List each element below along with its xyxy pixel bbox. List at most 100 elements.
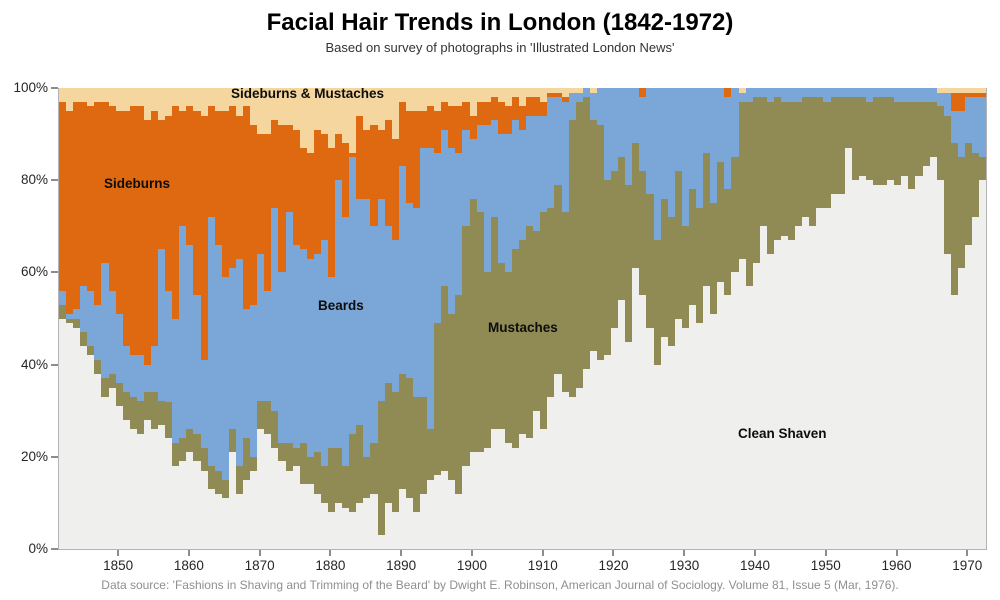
segment-clean_shaven	[795, 226, 803, 549]
segment-beards	[795, 88, 803, 102]
segment-mustaches	[915, 101, 923, 176]
segment-beards	[561, 101, 569, 213]
segment-clean_shaven	[207, 489, 215, 549]
bar-1862	[200, 88, 208, 549]
segment-sideburns_mustaches	[101, 88, 109, 102]
segment-sideburns_mustaches	[490, 88, 498, 98]
segment-sideburns_mustaches	[554, 88, 562, 93]
stacked-bars	[59, 88, 987, 549]
segment-clean_shaven	[412, 512, 420, 549]
bar-1904	[497, 88, 505, 549]
segment-mustaches	[830, 97, 838, 195]
segment-sideburns_mustaches	[313, 88, 321, 130]
segment-sideburns_mustaches	[207, 88, 215, 107]
segment-mustaches	[688, 189, 697, 305]
bar-1868	[243, 88, 251, 549]
segment-beards	[894, 88, 902, 102]
x-tick-label: 1940	[739, 558, 771, 573]
x-tick-mark	[400, 550, 403, 556]
bar-1965	[929, 88, 937, 549]
segment-beards	[158, 249, 166, 402]
segment-beards	[865, 88, 873, 102]
segment-mustaches	[773, 97, 781, 241]
segment-beards	[250, 304, 258, 457]
segment-clean_shaven	[313, 493, 321, 549]
segment-mustaches	[950, 143, 958, 296]
segment-mustaches	[441, 286, 449, 471]
y-tick-label: 0%	[28, 541, 48, 556]
bar-1897	[448, 88, 456, 549]
segment-clean_shaven	[179, 461, 187, 549]
segment-mustaches	[165, 401, 173, 439]
bar-1933	[703, 88, 711, 549]
segment-mustaches	[575, 101, 583, 388]
segment-clean_shaven	[370, 493, 378, 549]
segment-mustaches	[434, 323, 442, 476]
segment-beards	[674, 88, 682, 171]
segment-mustaches	[979, 157, 987, 181]
bar-1849	[108, 88, 116, 549]
segment-beards	[299, 249, 307, 443]
segment-beards	[965, 97, 973, 144]
bar-1869	[250, 88, 258, 549]
bar-1858	[172, 88, 180, 549]
segment-beards	[809, 88, 817, 98]
segment-sideburns	[66, 111, 74, 314]
chart-subtitle: Based on survey of photographs in 'Illus…	[325, 40, 675, 55]
segment-clean_shaven	[186, 452, 194, 549]
plot-area: Sideburns & Mustaches Sideburns Beards M…	[58, 86, 987, 550]
segment-sideburns_mustaches	[965, 88, 973, 93]
x-tick-mark	[966, 550, 969, 556]
bar-1892	[412, 88, 420, 549]
segment-mustaches	[880, 97, 888, 185]
segment-mustaches	[363, 456, 371, 499]
segment-mustaches	[448, 313, 456, 480]
bar-1946	[795, 88, 803, 549]
segment-sideburns_mustaches	[497, 88, 505, 102]
segment-beards	[129, 355, 137, 397]
bar-1889	[391, 88, 399, 549]
segment-mustaches	[405, 378, 413, 499]
bar-1950	[823, 88, 831, 549]
bar-1955	[858, 88, 866, 549]
segment-clean_shaven	[483, 447, 491, 549]
segment-beards	[87, 290, 95, 347]
segment-clean_shaven	[320, 502, 328, 549]
bar-1901	[476, 88, 484, 549]
segment-beards	[625, 88, 633, 185]
segment-sideburns	[979, 92, 987, 98]
bar-1941	[759, 88, 767, 549]
segment-clean_shaven	[582, 369, 590, 549]
segment-beards	[434, 152, 442, 324]
bar-1911	[547, 88, 555, 549]
bar-1879	[320, 88, 328, 549]
segment-beards	[667, 88, 675, 218]
segment-sideburns	[250, 124, 258, 305]
segment-clean_shaven	[115, 406, 123, 549]
segment-sideburns	[342, 143, 350, 218]
segment-beards	[370, 226, 378, 443]
bar-1895	[434, 88, 442, 549]
segment-clean_shaven	[59, 318, 67, 549]
x-tick-label: 1880	[315, 558, 346, 573]
segment-mustaches	[427, 429, 435, 480]
segment-beards	[738, 92, 746, 102]
segment-sideburns_mustaches	[377, 88, 385, 130]
segment-sideburns_mustaches	[129, 88, 137, 107]
x-tick-label: 1870	[244, 558, 275, 573]
segment-beards	[80, 286, 88, 333]
segment-clean_shaven	[830, 194, 838, 549]
segment-clean_shaven	[356, 502, 364, 549]
segment-clean_shaven	[660, 336, 668, 549]
segment-beards	[476, 124, 484, 213]
segment-sideburns_mustaches	[526, 88, 534, 98]
bar-1917	[589, 88, 597, 549]
segment-sideburns	[957, 92, 965, 112]
bar-1970	[965, 88, 973, 549]
segment-sideburns	[356, 115, 364, 199]
bar-1900	[469, 88, 477, 549]
segment-mustaches	[278, 442, 286, 462]
y-tick-mark	[51, 179, 58, 182]
segment-sideburns	[73, 101, 81, 310]
